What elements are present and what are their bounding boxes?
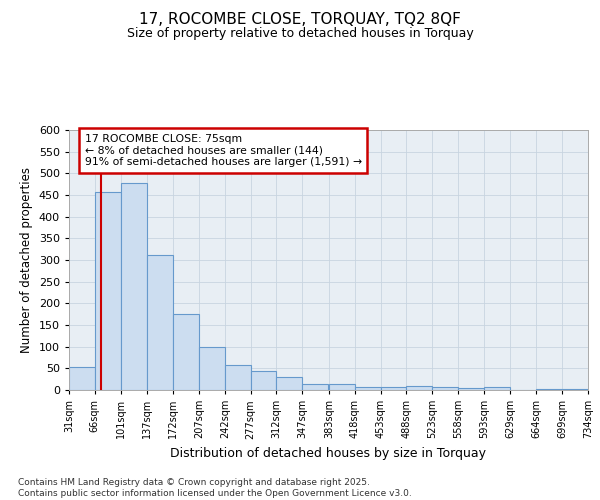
Bar <box>251 372 277 390</box>
Bar <box>484 388 510 390</box>
Bar <box>199 346 225 390</box>
Bar <box>536 388 562 390</box>
Y-axis label: Number of detached properties: Number of detached properties <box>20 167 33 353</box>
Bar <box>432 387 458 390</box>
Bar <box>173 314 199 390</box>
Bar <box>380 387 406 390</box>
Text: 17, ROCOMBE CLOSE, TORQUAY, TQ2 8QF: 17, ROCOMBE CLOSE, TORQUAY, TQ2 8QF <box>139 12 461 28</box>
Bar <box>69 366 95 390</box>
Bar <box>562 388 588 390</box>
Bar <box>121 183 146 390</box>
Bar <box>225 365 251 390</box>
Bar <box>329 384 355 390</box>
X-axis label: Distribution of detached houses by size in Torquay: Distribution of detached houses by size … <box>170 447 487 460</box>
Text: Contains HM Land Registry data © Crown copyright and database right 2025.
Contai: Contains HM Land Registry data © Crown c… <box>18 478 412 498</box>
Bar <box>355 386 380 390</box>
Bar <box>277 377 302 390</box>
Bar <box>147 255 173 390</box>
Bar <box>302 384 328 390</box>
Text: 17 ROCOMBE CLOSE: 75sqm
← 8% of detached houses are smaller (144)
91% of semi-de: 17 ROCOMBE CLOSE: 75sqm ← 8% of detached… <box>85 134 362 167</box>
Bar <box>95 192 121 390</box>
Bar <box>458 388 484 390</box>
Text: Size of property relative to detached houses in Torquay: Size of property relative to detached ho… <box>127 28 473 40</box>
Bar <box>406 386 432 390</box>
